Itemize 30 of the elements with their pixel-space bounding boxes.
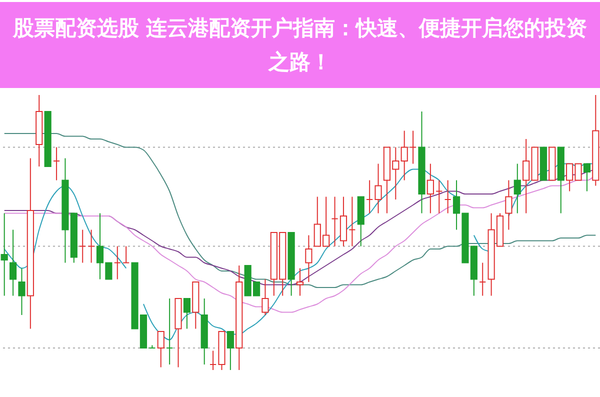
candlestick [296,268,304,296]
candlestick [514,163,521,214]
candlestick [505,180,512,230]
candlestick [348,196,356,247]
candlestick [210,350,217,370]
candlestick [52,146,60,181]
candlestick [331,196,338,247]
candlestick [262,278,269,316]
candlestick [18,268,26,316]
candlestick [366,180,374,214]
candlestick [0,212,8,296]
candlestick [400,130,408,181]
candlestick [444,180,452,214]
candlestick [436,180,443,214]
candlestick [479,262,486,296]
candlestick [426,163,434,214]
candlestick [10,229,17,296]
candlestick [305,234,312,282]
candlestick [374,163,382,214]
candlestick [157,331,164,368]
candlestick [114,246,121,280]
chart-title: 股票配资选股 连云港配资开户指南：快速、便捷开启您的投资之路！ [0,2,600,88]
candlestick [88,229,95,264]
candlestick [166,298,174,365]
candlestick [226,331,234,370]
candlestick [410,130,417,164]
candlestick [122,246,130,264]
candlestick [183,298,190,330]
candlestick [583,163,590,192]
candlestick [79,229,86,264]
